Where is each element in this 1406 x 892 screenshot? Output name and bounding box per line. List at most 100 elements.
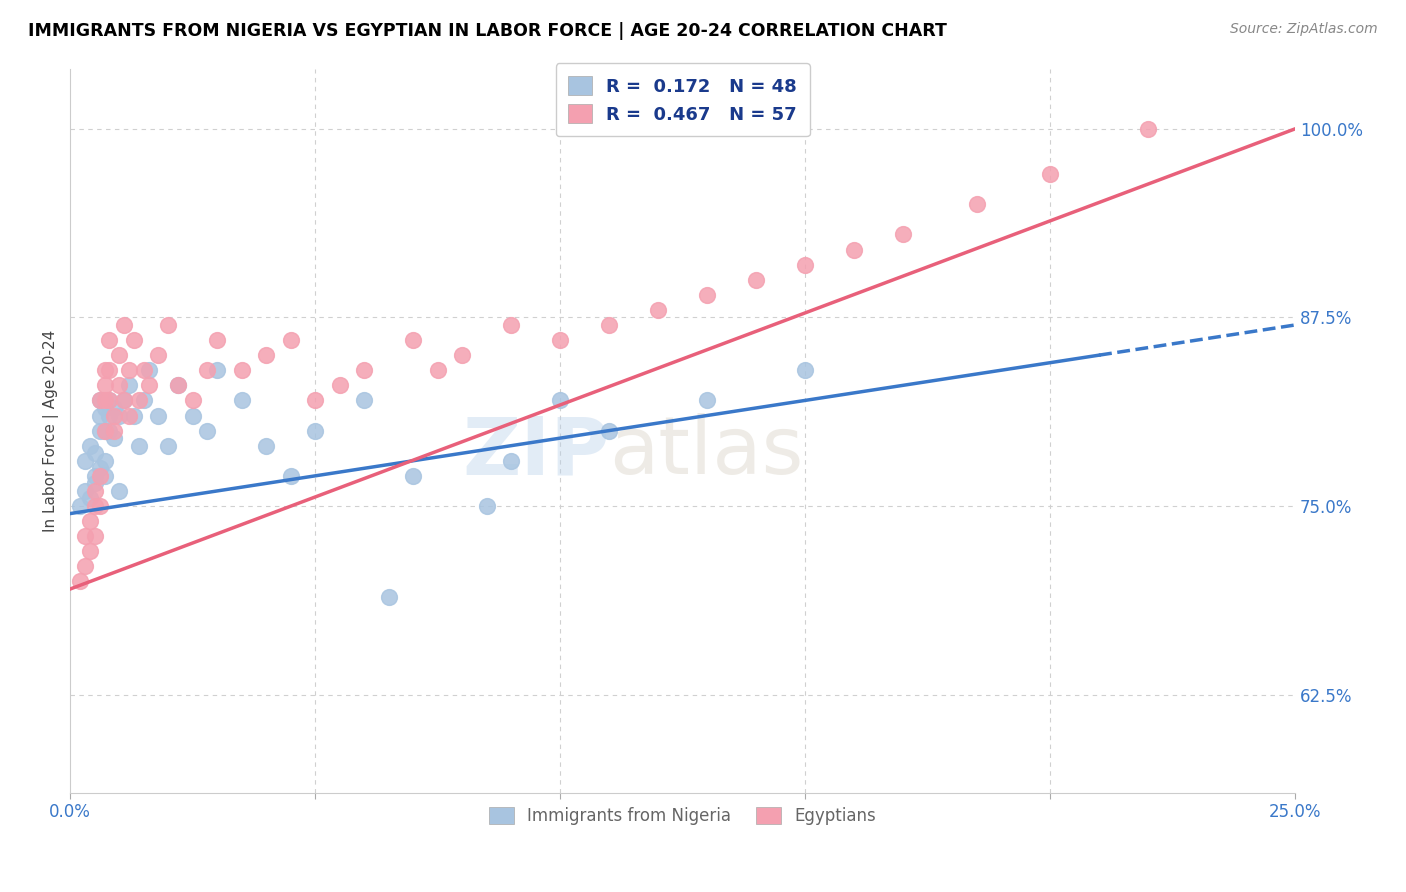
Point [69, 499, 91, 513]
Point [122, 409, 145, 423]
Point [73, 559, 96, 574]
Point [167, 378, 190, 392]
Point [98, 363, 121, 377]
Point [181, 393, 204, 408]
Point [205, 333, 228, 347]
Point [93, 454, 115, 468]
Point [83, 529, 105, 543]
Point [79, 514, 101, 528]
Point [89, 409, 111, 423]
Point [138, 363, 160, 377]
Point [426, 363, 449, 377]
Point [157, 439, 180, 453]
Point [231, 363, 253, 377]
Point [79, 491, 101, 506]
Point [132, 393, 155, 408]
Point [108, 348, 131, 362]
Point [148, 348, 170, 362]
Point [451, 348, 474, 362]
Point [112, 318, 135, 332]
Text: Source: ZipAtlas.com: Source: ZipAtlas.com [1230, 22, 1378, 37]
Point [69, 574, 91, 589]
Point [402, 468, 425, 483]
Point [98, 393, 121, 408]
Point [93, 393, 115, 408]
Point [548, 333, 571, 347]
Point [745, 273, 768, 287]
Point [598, 318, 620, 332]
Point [89, 424, 111, 438]
Point [108, 409, 131, 423]
Point [966, 197, 988, 211]
Point [89, 468, 111, 483]
Point [79, 544, 101, 558]
Point [197, 424, 219, 438]
Point [138, 378, 160, 392]
Point [83, 468, 105, 483]
Point [167, 378, 190, 392]
Point [93, 468, 115, 483]
Legend: Immigrants from Nigeria, Egyptians: Immigrants from Nigeria, Egyptians [479, 797, 886, 835]
Point [79, 439, 101, 453]
Point [132, 363, 155, 377]
Point [794, 258, 817, 272]
Point [353, 393, 375, 408]
Point [1137, 121, 1160, 136]
Point [83, 476, 105, 491]
Point [112, 393, 135, 408]
Point [891, 227, 914, 242]
Point [73, 483, 96, 498]
Point [148, 409, 170, 423]
Point [794, 363, 817, 377]
Point [128, 439, 150, 453]
Point [89, 461, 111, 475]
Point [402, 333, 425, 347]
Point [128, 393, 150, 408]
Point [696, 393, 718, 408]
Point [98, 333, 121, 347]
Y-axis label: In Labor Force | Age 20-24: In Labor Force | Age 20-24 [44, 329, 59, 532]
Point [254, 348, 277, 362]
Point [231, 393, 253, 408]
Point [329, 378, 352, 392]
Point [181, 409, 204, 423]
Point [93, 424, 115, 438]
Point [93, 424, 115, 438]
Point [122, 333, 145, 347]
Point [89, 393, 111, 408]
Point [93, 401, 115, 415]
Point [501, 318, 523, 332]
Point [118, 378, 141, 392]
Point [83, 483, 105, 498]
Point [93, 363, 115, 377]
Point [280, 333, 302, 347]
Point [73, 454, 96, 468]
Point [103, 409, 125, 423]
Point [98, 393, 121, 408]
Point [108, 483, 131, 498]
Point [304, 424, 326, 438]
Text: IMMIGRANTS FROM NIGERIA VS EGYPTIAN IN LABOR FORCE | AGE 20-24 CORRELATION CHART: IMMIGRANTS FROM NIGERIA VS EGYPTIAN IN L… [28, 22, 948, 40]
Point [1039, 167, 1062, 181]
Point [205, 363, 228, 377]
Point [103, 431, 125, 445]
Point [83, 446, 105, 460]
Point [280, 468, 302, 483]
Point [377, 590, 399, 604]
Point [598, 424, 620, 438]
Point [93, 378, 115, 392]
Text: atlas: atlas [609, 413, 803, 491]
Point [73, 529, 96, 543]
Point [83, 499, 105, 513]
Point [353, 363, 375, 377]
Point [304, 393, 326, 408]
Point [842, 243, 865, 257]
Point [548, 393, 571, 408]
Point [118, 363, 141, 377]
Point [157, 318, 180, 332]
Point [108, 378, 131, 392]
Point [103, 424, 125, 438]
Point [501, 454, 523, 468]
Point [696, 288, 718, 302]
Point [647, 302, 669, 317]
